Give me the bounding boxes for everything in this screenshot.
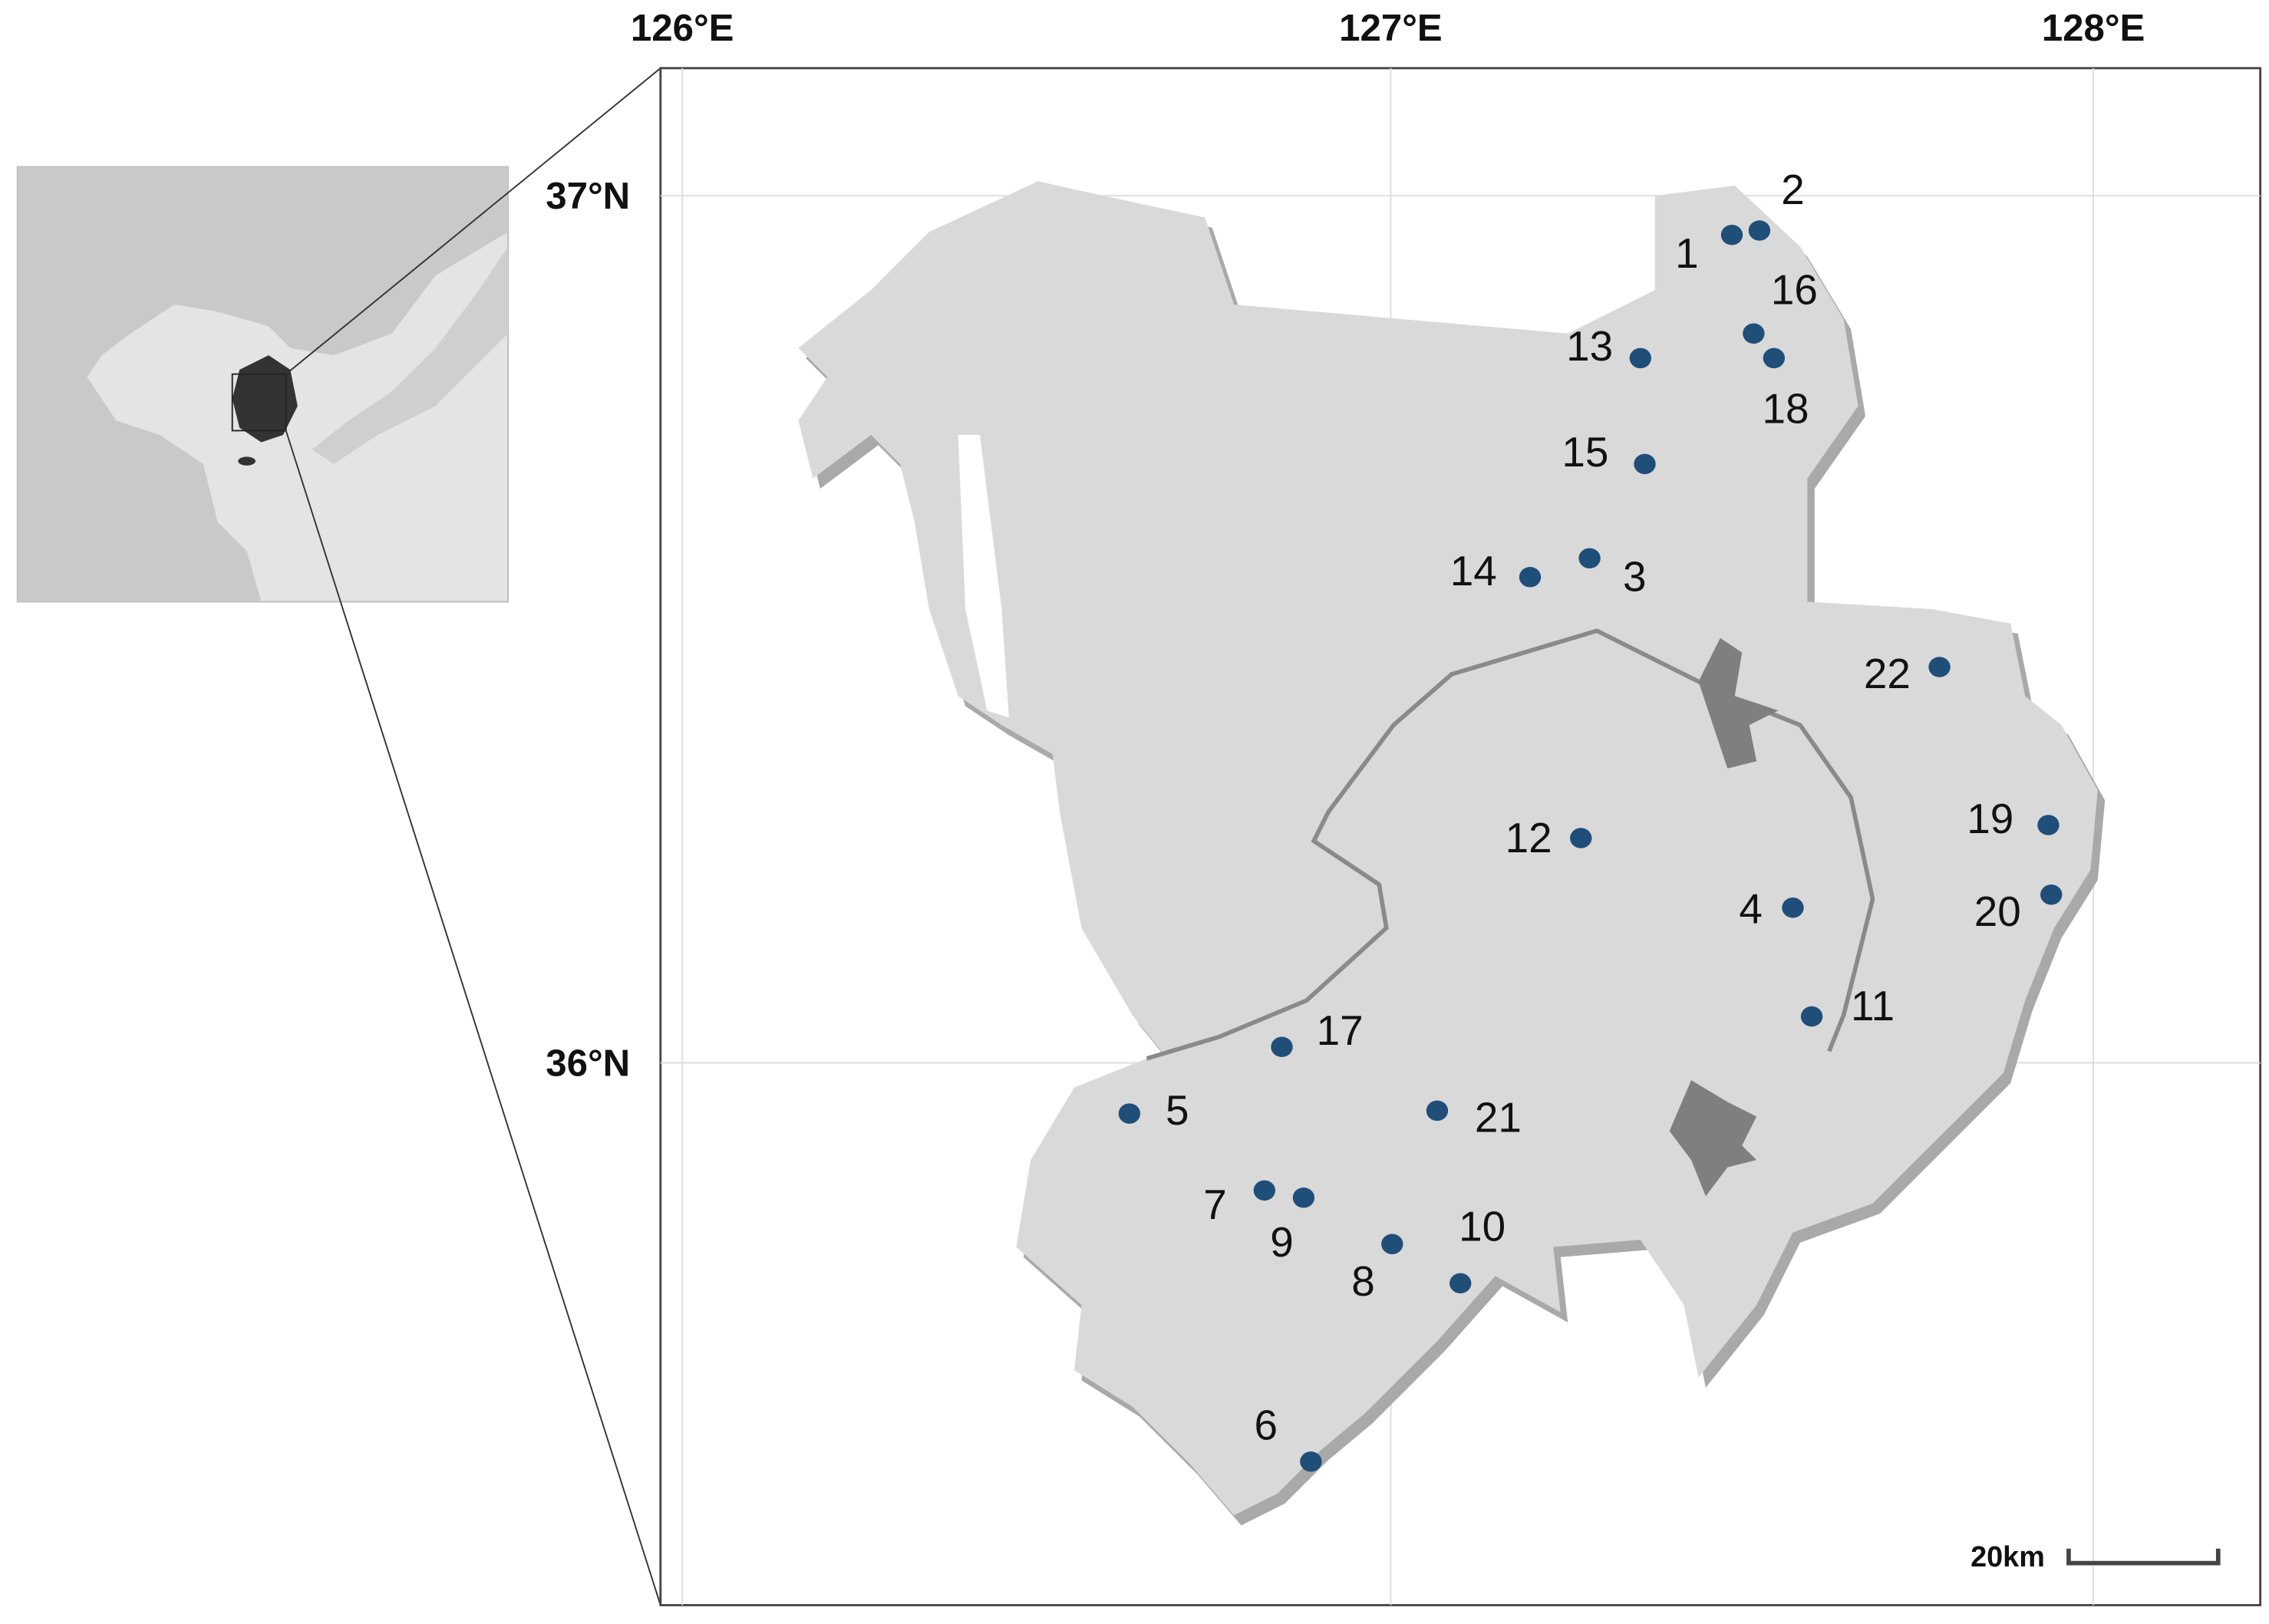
site-marker	[1449, 1273, 1472, 1294]
site-marker	[1381, 1234, 1403, 1255]
site-label: 20	[1974, 888, 2021, 935]
site-label: 19	[1967, 795, 2013, 842]
zoom-line	[285, 68, 661, 375]
site-marker	[1782, 898, 1804, 918]
site-label: 6	[1254, 1401, 1278, 1448]
site-label: 9	[1270, 1218, 1294, 1266]
inset-land	[17, 166, 509, 602]
inset-korea	[232, 355, 298, 443]
inset-jeju	[238, 456, 256, 466]
site-label: 4	[1739, 884, 1763, 932]
site-marker	[1634, 453, 1656, 475]
longitude-label: 126°E	[631, 7, 734, 49]
site-label: 15	[1562, 428, 1608, 476]
longitude-label: 128°E	[2042, 7, 2145, 49]
reservoir	[1669, 1080, 1757, 1197]
site-marker	[1748, 220, 1771, 241]
site-label: 22	[1864, 650, 1911, 697]
site-label: 1	[1675, 229, 1699, 277]
scale-bar	[2066, 1548, 2221, 1566]
site-label: 5	[1166, 1086, 1189, 1134]
longitude-label: 127°E	[1339, 7, 1443, 49]
site-label: 16	[1771, 265, 1818, 313]
site-label: 10	[1459, 1202, 1506, 1250]
site-label: 7	[1203, 1181, 1227, 1228]
site-marker	[1271, 1036, 1293, 1057]
site-label: 3	[1623, 553, 1647, 601]
site-label: 14	[1450, 547, 1497, 595]
site-label: 11	[1851, 982, 1895, 1029]
land-area	[798, 181, 2098, 1516]
site-label: 18	[1762, 384, 1809, 432]
reservoir	[1698, 637, 1779, 769]
site-marker	[1720, 224, 1743, 245]
land	[798, 181, 2106, 1526]
site-marker	[1629, 348, 1652, 369]
site-marker	[1426, 1100, 1449, 1122]
scale-label: 20km	[1971, 1541, 2045, 1573]
site-label: 17	[1317, 1006, 1364, 1054]
site-marker	[1118, 1103, 1141, 1124]
site-marker	[1253, 1180, 1276, 1201]
province-boundary	[1146, 628, 1875, 1061]
inset-extent	[231, 373, 287, 432]
site-label: 21	[1475, 1094, 1522, 1141]
site-marker	[2037, 815, 2060, 835]
site-marker	[1578, 548, 1601, 568]
site-label: 2	[1781, 166, 1805, 213]
site-marker	[1743, 323, 1765, 344]
site-label: 12	[1506, 814, 1552, 861]
site-marker	[1519, 567, 1542, 588]
site-label: 8	[1351, 1257, 1375, 1305]
site-marker	[1292, 1188, 1315, 1208]
inlet	[958, 435, 1009, 718]
site-marker	[1928, 657, 1951, 677]
inset-map	[16, 166, 510, 603]
site-marker	[1570, 828, 1592, 848]
inset-japan	[312, 246, 509, 464]
zoom-line	[285, 430, 661, 1606]
site-marker	[1300, 1451, 1322, 1472]
site-marker	[1763, 348, 1786, 369]
latitude-label: 37°N	[546, 175, 630, 217]
latitude-label: 36°N	[546, 1043, 630, 1085]
site-marker	[2040, 884, 2063, 905]
site-label: 13	[1566, 322, 1613, 370]
site-marker	[1800, 1006, 1823, 1027]
